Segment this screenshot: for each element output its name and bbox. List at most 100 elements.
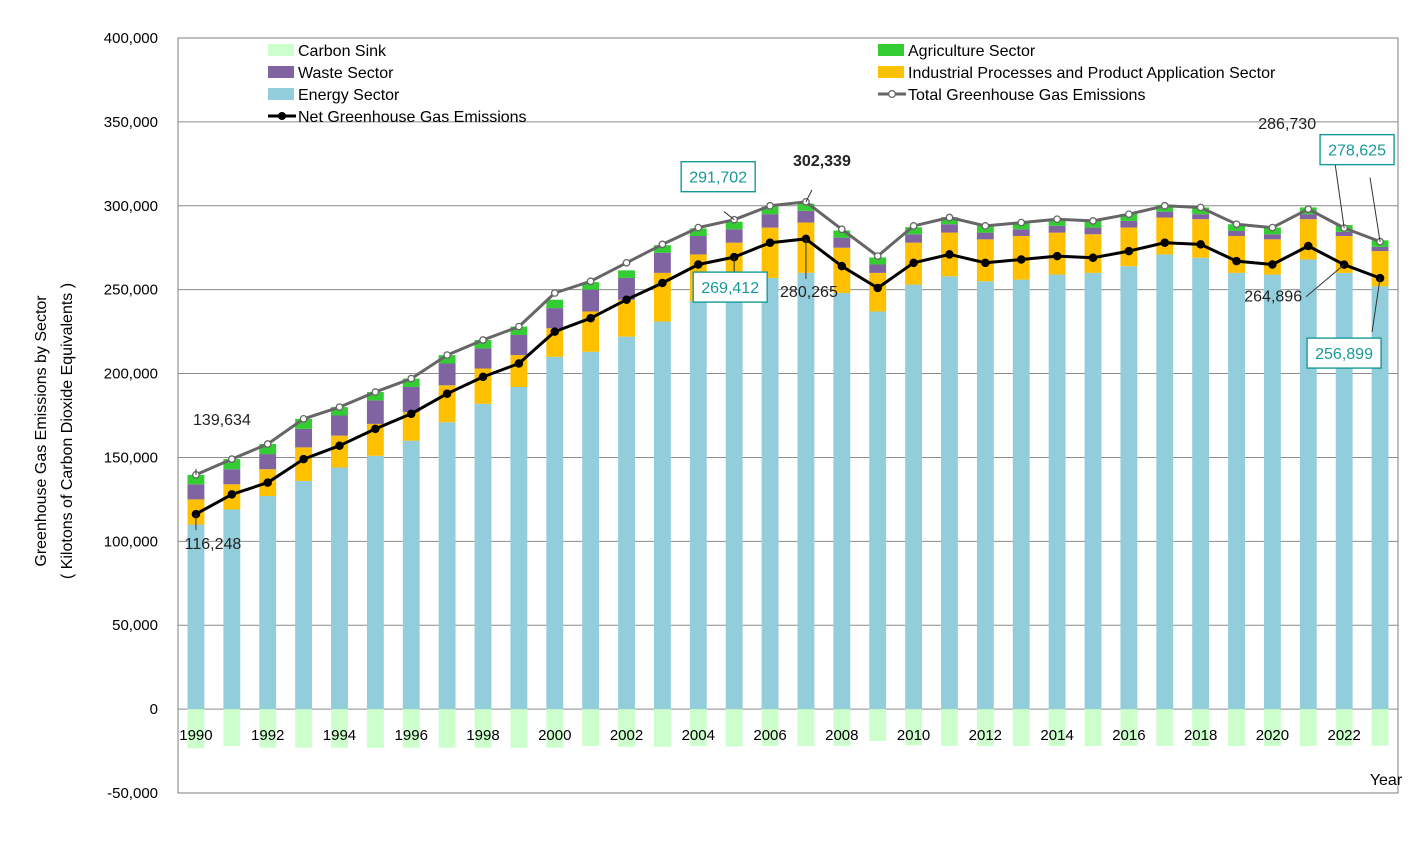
bar-waste-sector	[1228, 230, 1245, 236]
bar-waste-sector	[1012, 229, 1030, 236]
point-net-greenhouse-gas-emissions	[765, 238, 775, 247]
point-net-greenhouse-gas-emissions	[1232, 256, 1241, 266]
point-total-greenhouse-gas-emissions	[694, 223, 703, 232]
bar-carbon-sink	[474, 709, 492, 748]
point-total-greenhouse-gas-emissions	[909, 222, 918, 230]
bar-energy-sector	[1156, 254, 1174, 710]
bar-waste-sector	[976, 232, 994, 240]
y-tick-label: 0	[150, 701, 158, 718]
bar-waste-sector	[1192, 214, 1210, 220]
bar-energy-sector	[905, 284, 923, 710]
point-total-greenhouse-gas-emissions	[1125, 210, 1133, 219]
bar-agriculture-sector	[761, 206, 779, 215]
bar-waste-sector	[1371, 246, 1389, 252]
point-net-greenhouse-gas-emissions	[694, 260, 703, 269]
point-net-greenhouse-gas-emissions	[1016, 255, 1026, 264]
bar-agriculture-sector	[259, 444, 277, 455]
point-net-greenhouse-gas-emissions	[1196, 240, 1205, 249]
bar-energy-sector	[438, 422, 456, 710]
x-tick-label: 2018	[1184, 727, 1217, 744]
bar-agriculture-sector	[582, 282, 600, 290]
point-net-greenhouse-gas-emissions	[945, 250, 954, 259]
x-tick-label: 2000	[538, 727, 571, 744]
bar-agriculture-sector	[474, 340, 492, 349]
legend: Carbon Sink Agriculture Sector Waste Secto…	[268, 43, 1276, 126]
x-tick-label: 2002	[610, 727, 643, 744]
bar-energy-sector	[331, 467, 348, 710]
x-tick-label: 2020	[1256, 727, 1289, 744]
point-net-greenhouse-gas-emissions	[227, 490, 237, 499]
bar-industrial-processes-and-product-application-sector	[582, 311, 600, 352]
annotation-box	[1306, 337, 1382, 369]
annotation-box	[1319, 133, 1395, 166]
bar-waste-sector	[546, 308, 564, 329]
annotation-leader	[1371, 278, 1381, 333]
bar-energy-sector	[546, 356, 564, 710]
gridlines	[178, 121, 1398, 710]
bar-waste-sector	[725, 229, 743, 243]
point-net-greenhouse-gas-emissions	[873, 283, 882, 293]
point-net-greenhouse-gas-emissions	[1052, 251, 1062, 261]
legend-marker-total-greenhouse-gas-emissions	[887, 89, 897, 99]
bar-waste-sector	[295, 428, 313, 448]
bar-agriculture-sector	[653, 245, 671, 253]
legend-swatch-agriculture-sector	[878, 44, 904, 56]
bar-industrial-processes-and-product-application-sector	[295, 447, 313, 481]
bar-industrial-processes-and-product-application-sector	[1156, 217, 1174, 255]
bar-energy-sector	[618, 336, 635, 710]
bar-energy-sector	[941, 276, 958, 710]
point-net-greenhouse-gas-emissions	[1304, 241, 1313, 251]
point-total-greenhouse-gas-emissions	[227, 455, 236, 463]
bar-agriculture-sector	[331, 407, 348, 416]
y-tick-label: 400,000	[104, 30, 158, 47]
bar-carbon-sink	[976, 709, 994, 747]
bar-carbon-sink	[653, 709, 671, 747]
point-total-greenhouse-gas-emissions	[1196, 203, 1205, 212]
bar-carbon-sink	[1335, 709, 1353, 746]
bar-energy-sector	[653, 321, 671, 710]
point-total-greenhouse-gas-emissions	[658, 240, 667, 249]
y-tick-label: 300,000	[104, 198, 158, 215]
y-tick-label: 350,000	[104, 114, 158, 131]
bar-waste-sector	[1299, 214, 1317, 220]
x-tick-label: 2014	[1040, 727, 1073, 744]
bar-carbon-sink	[402, 709, 420, 748]
point-total-greenhouse-gas-emissions	[263, 440, 272, 448]
value-annotations: 139,634 116,248 291,702 269,412 302,339 280,2…	[185, 116, 1395, 553]
bar-waste-sector	[689, 235, 707, 255]
bar-carbon-sink	[187, 709, 205, 749]
bar-waste-sector	[1084, 227, 1102, 235]
point-net-greenhouse-gas-emissions	[622, 295, 631, 304]
bar-carbon-sink	[331, 709, 348, 748]
annotation-label: 280,265	[780, 284, 838, 301]
bar-energy-sector	[797, 272, 815, 710]
legend-label-energy-sector: Energy Sector	[298, 87, 400, 104]
legend-swatch-carbon-sink	[268, 44, 294, 56]
y-axis-title-line1: Greenhouse Gas Emissions by Sector	[33, 295, 50, 567]
bar-energy-sector	[510, 386, 528, 710]
bar-carbon-sink	[1299, 709, 1317, 747]
bar-energy-sector	[1192, 257, 1210, 710]
x-tick-label: 2006	[753, 727, 786, 744]
bar-agriculture-sector	[833, 230, 851, 238]
plot-frame	[177, 37, 1399, 794]
bar-series	[187, 203, 1389, 749]
point-total-greenhouse-gas-emissions	[1232, 220, 1241, 229]
legend-label-waste-sector: Waste Sector	[298, 65, 394, 82]
bar-waste-sector	[582, 289, 600, 312]
bar-carbon-sink	[797, 709, 815, 747]
annotation-label: 286,730	[1258, 116, 1316, 133]
point-total-greenhouse-gas-emissions	[371, 388, 380, 396]
y-tick-label: 250,000	[104, 282, 158, 299]
bar-waste-sector	[905, 234, 923, 243]
bar-agriculture-sector	[546, 299, 564, 309]
annotation-label: 269,412	[701, 280, 759, 297]
bar-carbon-sink	[546, 709, 564, 748]
legend-label-total-greenhouse-gas-emissions: Total Greenhouse Gas Emissions	[908, 87, 1145, 104]
point-total-greenhouse-gas-emissions	[515, 322, 523, 331]
bar-waste-sector	[1335, 231, 1353, 236]
annotation-leader	[723, 211, 735, 221]
bar-energy-sector	[1335, 272, 1353, 710]
point-net-greenhouse-gas-emissions	[442, 389, 452, 398]
point-total-greenhouse-gas-emissions	[945, 213, 954, 222]
